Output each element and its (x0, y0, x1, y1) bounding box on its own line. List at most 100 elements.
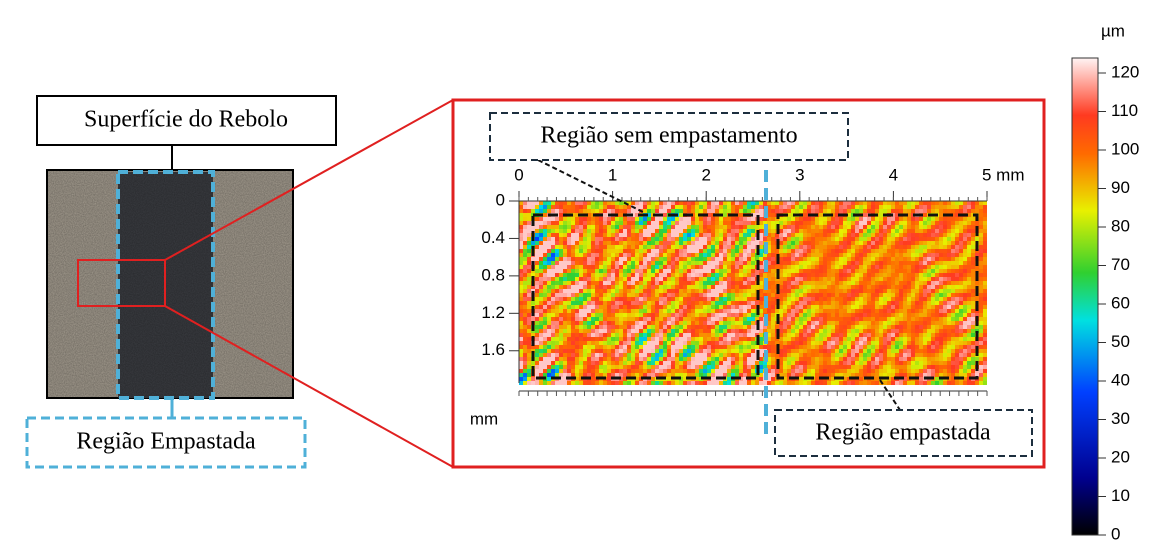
map-cell (759, 333, 763, 337)
map-cell (739, 321, 743, 325)
map-cell (875, 325, 879, 329)
map-cell (655, 249, 659, 253)
map-cell (855, 277, 859, 281)
map-cell (967, 317, 971, 321)
map-cell (599, 221, 603, 225)
map-cell (795, 341, 799, 345)
map-cell (847, 201, 851, 205)
map-cell (619, 229, 623, 233)
map-cell (791, 313, 795, 317)
map-cell (847, 217, 851, 221)
map-cell (627, 217, 631, 221)
map-cell (595, 217, 599, 221)
map-cell (615, 245, 619, 249)
map-cell (575, 249, 579, 253)
map-cell (827, 245, 831, 249)
map-cell (635, 213, 639, 217)
map-cell (767, 245, 771, 249)
map-cell (671, 237, 675, 241)
map-cell (859, 349, 863, 353)
map-cell (747, 325, 751, 329)
map-cell (579, 321, 583, 325)
map-cell (935, 205, 939, 209)
map-cell (539, 225, 543, 229)
map-cell (559, 357, 563, 361)
map-cell (815, 237, 819, 241)
map-cell (779, 225, 783, 229)
map-cell (731, 269, 735, 273)
map-cell (707, 201, 711, 205)
map-cell (899, 297, 903, 301)
map-cell (723, 221, 727, 225)
map-cell (619, 365, 623, 369)
map-cell (923, 249, 927, 253)
map-cell (663, 277, 667, 281)
map-cell (835, 353, 839, 357)
map-cell (767, 233, 771, 237)
map-cell (859, 357, 863, 361)
map-cell (719, 265, 723, 269)
map-cell (967, 297, 971, 301)
map-cell (575, 317, 579, 321)
map-cell (635, 337, 639, 341)
map-cell (535, 301, 539, 305)
map-cell (615, 341, 619, 345)
map-cell (687, 361, 691, 365)
map-cell (819, 273, 823, 277)
map-cell (579, 317, 583, 321)
map-cell (551, 345, 555, 349)
map-cell (819, 265, 823, 269)
map-cell (607, 205, 611, 209)
map-cell (523, 297, 527, 301)
map-cell (683, 241, 687, 245)
map-cell (699, 269, 703, 273)
map-cell (583, 265, 587, 269)
map-cell (871, 329, 875, 333)
map-cell (615, 237, 619, 241)
map-cell (767, 361, 771, 365)
map-cell (819, 337, 823, 341)
map-cell (699, 209, 703, 213)
map-cell (655, 333, 659, 337)
map-cell (791, 361, 795, 365)
map-cell (675, 289, 679, 293)
map-cell (759, 213, 763, 217)
map-cell (903, 321, 907, 325)
map-cell (631, 273, 635, 277)
map-cell (631, 357, 635, 361)
map-cell (707, 353, 711, 357)
map-cell (971, 253, 975, 257)
map-cell (879, 305, 883, 309)
map-cell (955, 201, 959, 205)
map-cell (643, 237, 647, 241)
map-cell (567, 341, 571, 345)
map-cell (955, 353, 959, 357)
map-cell (879, 317, 883, 321)
map-cell (983, 273, 987, 277)
map-cell (739, 217, 743, 221)
map-cell (831, 277, 835, 281)
map-cell (887, 345, 891, 349)
map-cell (775, 201, 779, 205)
map-cell (799, 265, 803, 269)
map-cell (859, 225, 863, 229)
map-cell (591, 329, 595, 333)
map-cell (811, 329, 815, 333)
map-cell (859, 301, 863, 305)
map-cell (823, 233, 827, 237)
map-cell (919, 281, 923, 285)
map-cell (639, 301, 643, 305)
map-cell (699, 317, 703, 321)
map-cell (939, 261, 943, 265)
map-cell (851, 333, 855, 337)
map-cell (535, 353, 539, 357)
map-cell (891, 285, 895, 289)
map-cell (739, 341, 743, 345)
map-cell (555, 289, 559, 293)
map-cell (727, 317, 731, 321)
map-cell (883, 225, 887, 229)
map-cell (695, 233, 699, 237)
map-cell (719, 329, 723, 333)
map-cell (943, 305, 947, 309)
map-cell (555, 297, 559, 301)
